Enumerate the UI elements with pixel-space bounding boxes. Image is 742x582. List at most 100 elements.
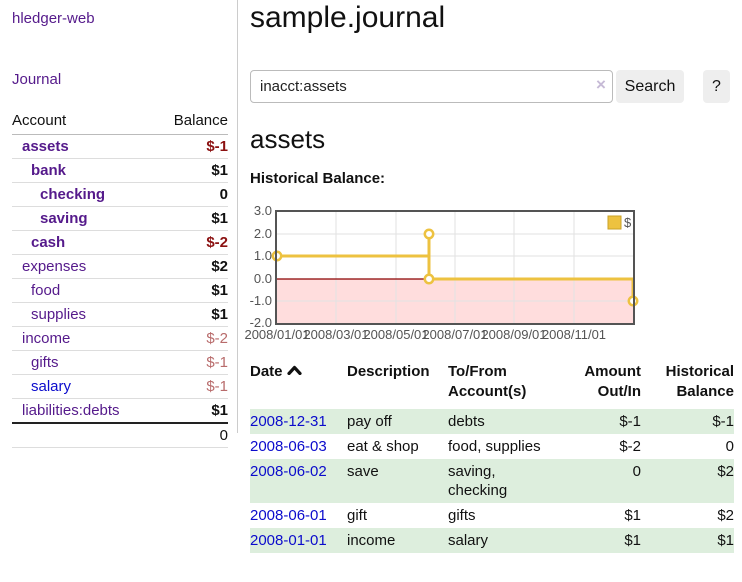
register-table: Date Description To/From Account(s) Amou… — [250, 360, 734, 553]
account-heading: assets — [250, 124, 326, 154]
account-balance: $-1 — [206, 354, 228, 371]
accounts-total-row: 0 — [12, 423, 228, 448]
svg-text:2008/07/01: 2008/07/01 — [422, 327, 487, 342]
clear-search-icon[interactable]: × — [596, 75, 606, 94]
header-date: Date — [250, 360, 347, 409]
header-accounts: To/From Account(s) — [448, 363, 527, 400]
transaction-description: gift — [347, 507, 368, 524]
account-row-food: food $1 — [12, 278, 228, 303]
transaction-description: eat & shop — [347, 438, 419, 455]
transaction-balance: $-1 — [712, 413, 734, 430]
search-button[interactable]: Search — [616, 70, 684, 103]
transaction-accounts: debts — [448, 413, 485, 430]
transaction-balance: 0 — [725, 438, 734, 455]
account-balance: $1 — [211, 282, 228, 299]
account-row-saving: saving $1 — [12, 206, 228, 231]
transaction-date-link[interactable]: 2008-06-02 — [250, 463, 327, 480]
transaction-description: save — [347, 463, 379, 480]
transaction-accounts: salary — [448, 532, 489, 549]
accounts-header-account: Account — [12, 108, 156, 135]
sidebar: hledger-web Journal Account Balance asse… — [0, 0, 238, 448]
register-row: 2008-06-01 gift gifts $1 $2 — [250, 503, 734, 528]
account-balance: $-2 — [206, 330, 228, 347]
account-link-bank[interactable]: bank — [31, 162, 67, 179]
help-button[interactable]: ? — [703, 70, 730, 103]
account-link-expenses[interactable]: expenses — [22, 258, 87, 275]
account-row-cash: cash $-2 — [12, 230, 228, 255]
account-row-salary: salary $-1 — [12, 374, 228, 399]
transaction-amount: $1 — [624, 507, 641, 524]
svg-text:-2.0: -2.0 — [250, 315, 272, 330]
transaction-date-link[interactable]: 2008-06-03 — [250, 438, 327, 455]
transaction-accounts: food, supplies — [448, 438, 541, 455]
account-link-supplies[interactable]: supplies — [31, 306, 87, 323]
svg-text:-1.0: -1.0 — [250, 293, 272, 308]
account-row-liabilities-debts: liabilities:debts $1 — [12, 398, 228, 424]
account-link-gifts[interactable]: gifts — [31, 354, 59, 371]
register-row: 2008-06-03 eat & shop food, supplies $-2… — [250, 434, 734, 459]
account-link-cash[interactable]: cash — [31, 234, 66, 251]
account-row-expenses: expenses $2 — [12, 254, 228, 279]
account-link-assets[interactable]: assets — [22, 138, 69, 155]
account-link-income[interactable]: income — [22, 330, 71, 347]
account-balance: $2 — [211, 258, 228, 275]
transaction-amount: 0 — [632, 463, 641, 480]
svg-text:2008/11/01: 2008/11/01 — [542, 327, 606, 342]
account-balance: $1 — [211, 402, 228, 419]
account-balance: $1 — [211, 162, 228, 179]
transaction-date-link[interactable]: 2008-12-31 — [250, 413, 327, 430]
svg-text:2008/05/01: 2008/05/01 — [363, 327, 428, 342]
register-header-row: Date Description To/From Account(s) Amou… — [250, 360, 734, 409]
date-sort-link[interactable]: Date — [250, 363, 302, 380]
transaction-amount: $-2 — [619, 438, 641, 455]
register-row: 2008-12-31 pay off debts $-1 $-1 — [250, 409, 734, 434]
account-row-supplies: supplies $1 — [12, 302, 228, 327]
svg-text:2008/09/01: 2008/09/01 — [481, 327, 546, 342]
register-row: 2008-01-01 income salary $1 $1 — [250, 528, 734, 553]
account-balance: $1 — [211, 306, 228, 323]
account-link-food[interactable]: food — [31, 282, 61, 299]
svg-text:2.0: 2.0 — [254, 226, 272, 241]
account-link-liabilities-debts[interactable]: liabilities:debts — [22, 402, 120, 419]
legend-label: $ — [624, 215, 632, 230]
historical-balance-chart: $ 3.0 2.0 1.0 0.0 -1.0 -2.0 2008/01/01 2… — [245, 203, 639, 342]
transaction-balance: $2 — [717, 507, 734, 524]
header-balance: Historical Balance — [665, 363, 734, 400]
page-title: sample.journal — [250, 1, 446, 34]
account-balance: $-2 — [206, 234, 228, 251]
legend-swatch — [607, 215, 622, 230]
header-description: Description — [347, 363, 430, 380]
account-balance: $-1 — [206, 378, 228, 395]
search-input[interactable] — [250, 70, 613, 103]
chart-frame — [275, 210, 635, 325]
account-balance: 0 — [219, 186, 228, 203]
chart-legend: $ — [607, 215, 632, 230]
transaction-date-link[interactable]: 2008-06-01 — [250, 507, 327, 524]
account-row-gifts: gifts $-1 — [12, 350, 228, 375]
header-amount: Amount Out/In — [584, 363, 641, 400]
chart-title: Historical Balance: — [250, 170, 386, 187]
transaction-amount: $1 — [624, 532, 641, 549]
transaction-balance: $2 — [717, 463, 734, 480]
account-row-bank: bank $1 — [12, 158, 228, 183]
transaction-description: pay off — [347, 413, 392, 430]
svg-text:3.0: 3.0 — [254, 203, 272, 218]
app-title-link[interactable]: hledger-web — [12, 10, 95, 27]
svg-text:1.0: 1.0 — [254, 248, 272, 263]
svg-text:2008/03/01: 2008/03/01 — [303, 327, 368, 342]
transaction-description: income — [347, 532, 396, 549]
y-axis-labels: 3.0 2.0 1.0 0.0 -1.0 -2.0 — [250, 203, 272, 330]
account-balance: $-1 — [206, 138, 228, 155]
account-link-checking[interactable]: checking — [40, 186, 106, 203]
transaction-accounts: gifts — [448, 507, 476, 524]
account-row-checking: checking 0 — [12, 182, 228, 207]
sort-ascending-icon — [286, 365, 302, 375]
account-link-salary[interactable]: salary — [31, 378, 72, 395]
account-link-saving[interactable]: saving — [40, 210, 88, 227]
account-balance: $1 — [211, 210, 228, 227]
accounts-header-balance: Balance — [155, 108, 228, 135]
svg-text:2008/01/01: 2008/01/01 — [245, 327, 310, 342]
transaction-date-link[interactable]: 2008-01-01 — [250, 532, 327, 549]
sidebar-item-journal[interactable]: Journal — [12, 71, 62, 88]
